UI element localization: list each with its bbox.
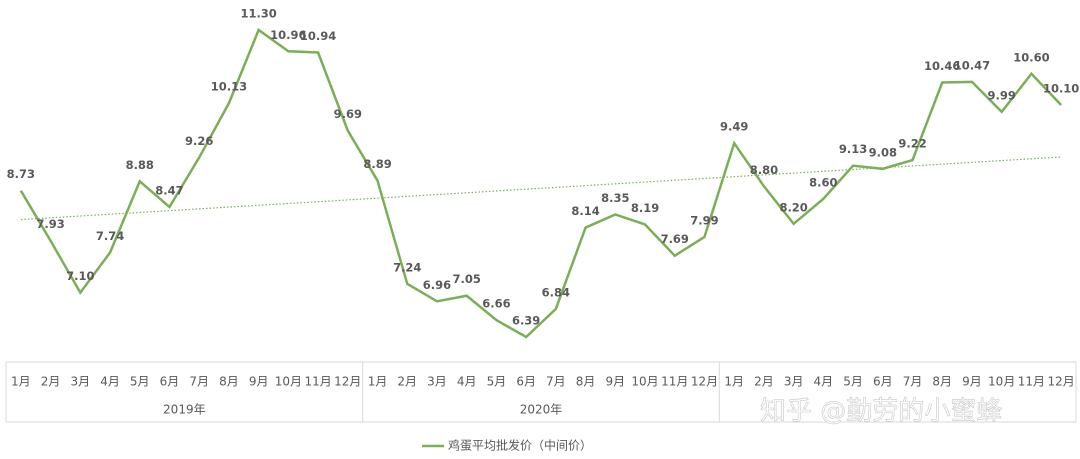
- x-tick-label: 6月: [160, 375, 180, 389]
- data-label: 10.13: [211, 80, 247, 94]
- x-tick-label: 12月: [1047, 375, 1074, 389]
- x-tick-label: 2月: [754, 375, 774, 389]
- x-tick-label: 8月: [576, 375, 596, 389]
- data-label: 9.22: [898, 137, 926, 151]
- x-tick-label: 5月: [130, 375, 150, 389]
- data-label: 7.69: [661, 232, 689, 246]
- data-label: 8.47: [155, 183, 183, 197]
- data-label: 10.46: [924, 59, 960, 73]
- x-tick-label: 8月: [932, 375, 952, 389]
- data-label: 11.30: [240, 7, 276, 21]
- x-tick-label: 8月: [219, 375, 239, 389]
- x-tick-label: 12月: [334, 375, 361, 389]
- data-line: [19, 28, 1063, 339]
- data-label: 8.88: [126, 158, 154, 172]
- data-label: 9.69: [334, 107, 362, 121]
- x-tick-label: 1月: [368, 375, 388, 389]
- x-tick-label: 4月: [814, 375, 834, 389]
- x-tick-label: 6月: [516, 375, 536, 389]
- data-label: 10.47: [954, 58, 990, 72]
- data-label: 9.49: [720, 120, 748, 134]
- x-tick-label: 9月: [962, 375, 982, 389]
- x-tick-label: 5月: [843, 375, 863, 389]
- x-tick-label: 9月: [249, 375, 269, 389]
- data-label: 6.84: [542, 285, 570, 299]
- x-tick-label: 3月: [427, 375, 447, 389]
- data-label: 8.20: [779, 200, 807, 214]
- x-tick-label: 5月: [487, 375, 507, 389]
- data-label: 7.24: [393, 260, 421, 274]
- data-label: 6.39: [512, 314, 540, 328]
- x-tick-label: 7月: [546, 375, 566, 389]
- x-tick-label: 7月: [903, 375, 923, 389]
- x-tick-label: 4月: [457, 375, 477, 389]
- x-tick-label: 6月: [873, 375, 893, 389]
- group-label: 2019年: [163, 403, 206, 417]
- x-tick-label: 9月: [605, 375, 625, 389]
- data-label: 10.10: [1043, 82, 1079, 96]
- data-label: 9.26: [185, 134, 213, 148]
- data-label: 9.99: [988, 88, 1016, 102]
- x-tick-label: 11月: [661, 375, 688, 389]
- x-tick-label: 10月: [631, 375, 658, 389]
- data-label: 7.05: [453, 272, 481, 286]
- x-tick-label: 11月: [304, 375, 331, 389]
- data-label: 8.80: [750, 163, 778, 177]
- data-label: 9.13: [839, 142, 867, 156]
- data-label: 8.89: [363, 157, 391, 171]
- x-tick-label: 3月: [70, 375, 90, 389]
- data-label: 9.08: [869, 145, 897, 159]
- x-tick-label: 12月: [691, 375, 718, 389]
- legend-label: 鸡蛋平均批发价（中间价）: [448, 438, 592, 453]
- x-tick-label: 2月: [41, 375, 61, 389]
- x-tick-label: 10月: [275, 375, 302, 389]
- x-tick-label: 1月: [724, 375, 744, 389]
- data-label: 10.94: [300, 29, 336, 43]
- x-tick-label: 10月: [988, 375, 1015, 389]
- data-label: 7.10: [66, 269, 94, 283]
- x-tick-label: 3月: [784, 375, 804, 389]
- x-tick-label: 11月: [1018, 375, 1045, 389]
- data-label: 10.96: [270, 28, 306, 42]
- x-tick-label: 2月: [397, 375, 417, 389]
- data-label: 6.96: [423, 278, 451, 292]
- data-label: 7.99: [690, 213, 718, 227]
- x-tick-label: 7月: [189, 375, 209, 389]
- data-label: 8.73: [7, 167, 35, 181]
- x-tick-label: 1月: [11, 375, 31, 389]
- data-label: 8.14: [571, 204, 599, 218]
- watermark: 知乎 @勤劳的小蜜蜂: [760, 397, 1002, 427]
- data-label: 10.60: [1013, 50, 1049, 64]
- data-label: 8.35: [601, 191, 629, 205]
- data-label: 7.74: [96, 229, 124, 243]
- group-label: 2020年: [520, 403, 563, 417]
- x-tick-label: 4月: [100, 375, 120, 389]
- data-label: 8.60: [809, 175, 837, 189]
- data-label: 8.19: [631, 201, 659, 215]
- data-label: 7.93: [36, 217, 64, 231]
- data-label: 6.66: [482, 297, 510, 311]
